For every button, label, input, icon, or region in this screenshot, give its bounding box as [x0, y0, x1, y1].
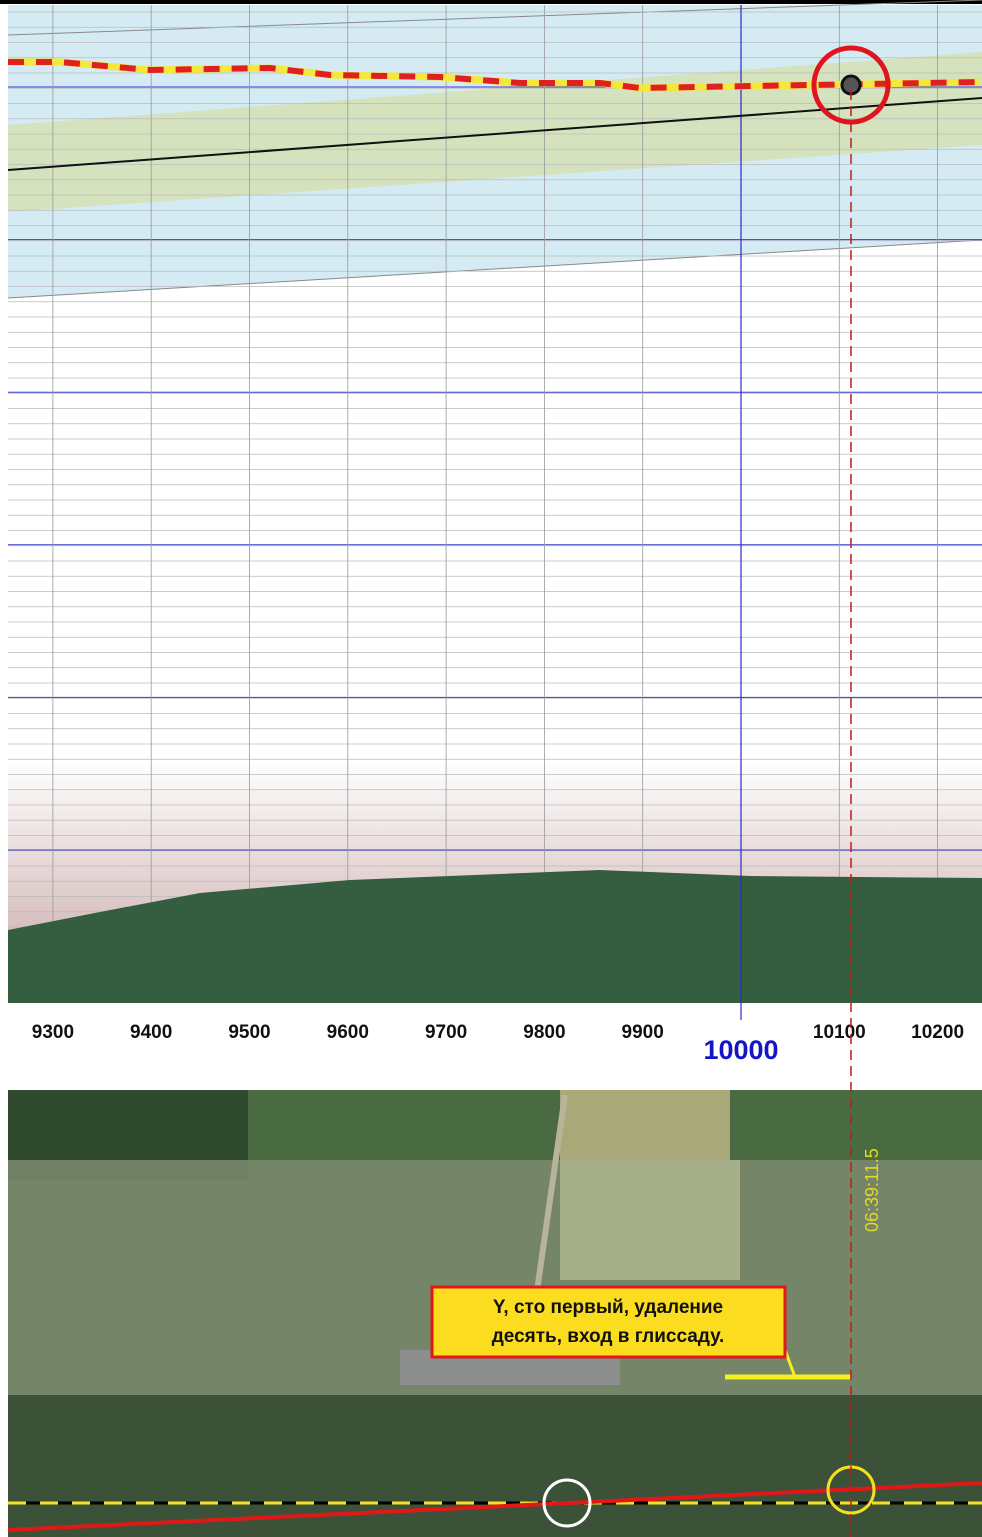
- glide-band: [8, 52, 982, 212]
- x-tick-label: 9600: [327, 1022, 369, 1043]
- dark-band: [8, 1395, 982, 1537]
- time-label: 06:39:11.5: [862, 1148, 882, 1232]
- track: [7, 1481, 982, 1532]
- x-axis: 9300 9400 9500 9600 9700 9800 9900 10100 10200 10…: [32, 1022, 964, 1065]
- band-edge: [7, 239, 982, 299]
- profile: [7, 0, 982, 1020]
- flight-path-dash: [8, 59, 981, 92]
- field: [560, 1090, 730, 1160]
- callout-text: Y, сто первый, удаление: [493, 1297, 723, 1318]
- field: [560, 1160, 740, 1280]
- glide-slope: [7, 97, 982, 171]
- top-border: [0, 0, 982, 4]
- x-tick-highlight: 10000: [703, 1035, 778, 1065]
- callout-box: [430, 1285, 787, 1359]
- x-tick-label: 9900: [622, 1022, 664, 1043]
- terrain: [8, 870, 982, 1003]
- x-tick-label: 10100: [813, 1022, 866, 1043]
- x-tick-label: 9400: [130, 1022, 172, 1043]
- x-tick-label: 9700: [425, 1022, 467, 1043]
- callout-text: десять, вход в глиссаду.: [492, 1326, 725, 1347]
- band-edge: [7, 0, 982, 36]
- map: Y, сто первый, удаление десять, вход в г…: [7, 1090, 982, 1537]
- x-tick-label: 9300: [32, 1022, 74, 1043]
- marker: [542, 1478, 592, 1528]
- x-tick-label: 9800: [523, 1022, 565, 1043]
- x-tick-label: 9500: [228, 1022, 270, 1043]
- x-tick-label: 10200: [911, 1022, 964, 1043]
- callout-leader: [783, 1349, 797, 1378]
